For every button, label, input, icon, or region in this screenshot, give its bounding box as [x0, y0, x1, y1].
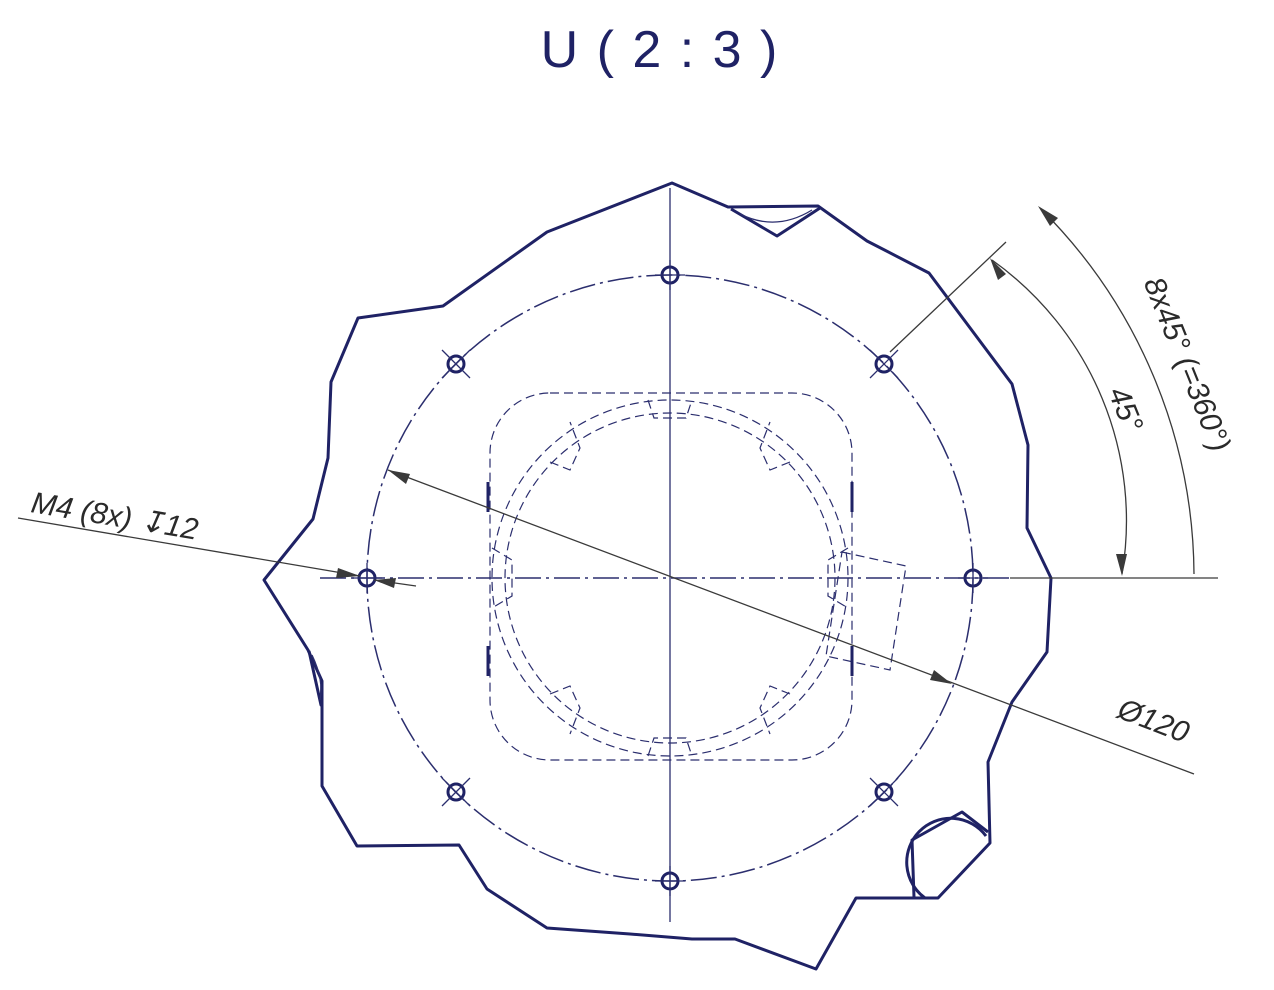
angle-45-arrow-bottom [1116, 554, 1127, 576]
hidden-square-pocket [489, 392, 853, 761]
view-title: U ( 2 : 3 ) [541, 21, 780, 79]
hole-top-right [874, 354, 894, 374]
diameter-label: Ø120 [1112, 692, 1194, 750]
thread-leader-arrow [336, 568, 360, 578]
angle-pattern-label: 8x45° (=360°) [1137, 273, 1237, 457]
angle-45-extension-line [889, 241, 1007, 353]
angle-pattern-arrow [1038, 206, 1058, 226]
thread-leader-arrow-2 [374, 578, 396, 588]
diameter-arrow-start [388, 470, 410, 484]
boss-outline [910, 810, 989, 898]
hidden-bore-outer [491, 399, 849, 757]
hole-crosses [352, 260, 988, 896]
angle-45-arrow-top [990, 258, 1006, 280]
thread-leader-line [17, 517, 361, 577]
hole-top-left [446, 354, 466, 374]
angle-pattern-arc [1039, 207, 1195, 575]
thread-callout-label: M4 (8x) ↧12 [29, 486, 201, 546]
hidden-bore-inner [504, 412, 836, 744]
hidden-key-slot [825, 551, 907, 671]
bolt-holes [352, 260, 988, 896]
diameter-arrow-end [930, 670, 952, 684]
boss-circle [905, 816, 988, 900]
hole-bottom-left [446, 782, 466, 802]
hole-bottom-right [874, 782, 894, 802]
notch-left-arc [311, 654, 322, 701]
notch-top-arc [739, 209, 813, 223]
part-break-outline [262, 181, 1053, 971]
angle-45-label: 45° [1102, 382, 1150, 436]
hidden-splines [491, 399, 849, 757]
angle-45-arc [991, 259, 1128, 575]
notch-left [307, 650, 324, 707]
diameter-dimension-line [387, 469, 1195, 775]
notch-top [730, 206, 821, 238]
